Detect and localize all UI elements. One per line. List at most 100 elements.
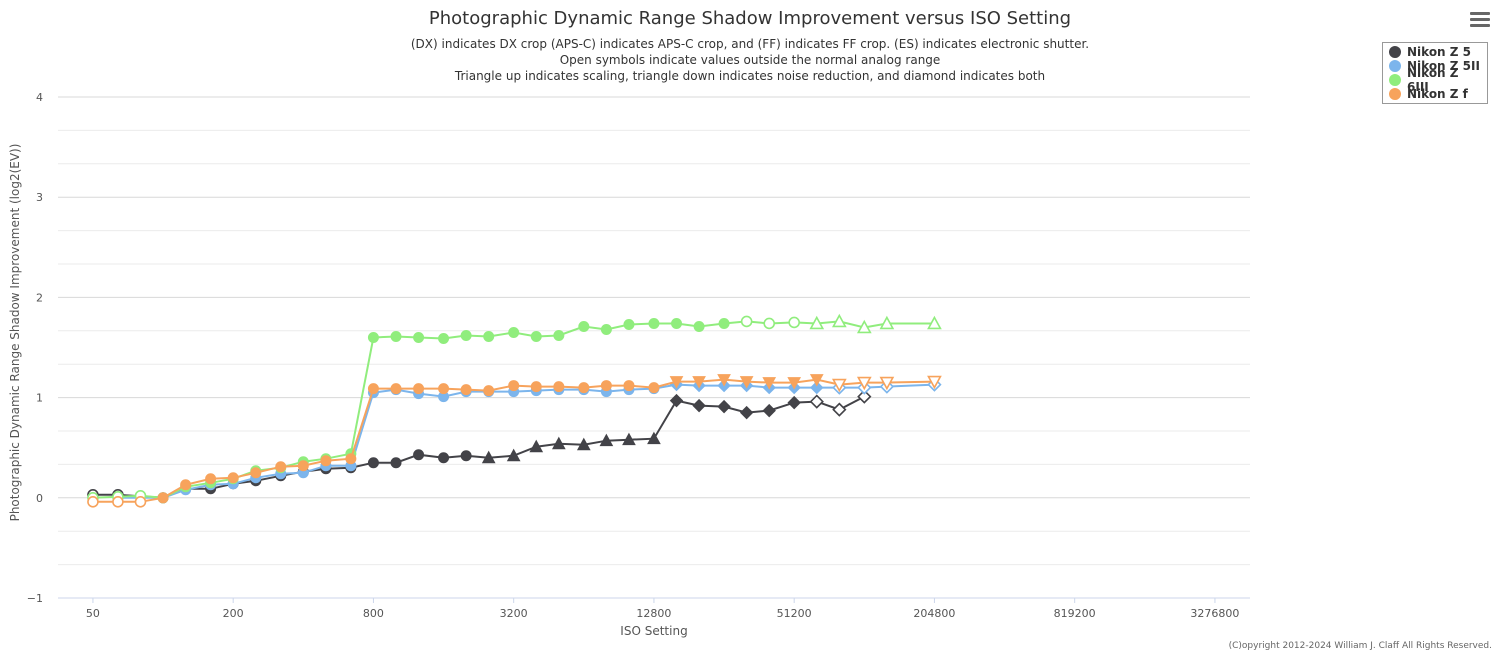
series-line: [117, 383, 935, 499]
data-point-circle: [297, 460, 309, 472]
legend-item-nikon-z-6iii[interactable]: Nikon Z 6III: [1389, 66, 1481, 94]
x-tick-label: 204800: [913, 607, 955, 620]
data-point-circle: [648, 382, 660, 394]
data-point-circle: [530, 330, 542, 342]
data-point-triangle-up: [599, 433, 614, 447]
data-point-diamond: [832, 402, 847, 417]
x-tick-label: 3276800: [1190, 607, 1239, 620]
data-point-circle: [367, 331, 379, 343]
data-point-circle: [740, 315, 753, 328]
data-point-circle: [553, 381, 565, 393]
legend-item-nikon-z-f[interactable]: Nikon Z f: [1389, 87, 1481, 101]
legend-label: Nikon Z 6III: [1407, 66, 1459, 94]
chart-legend: Nikon Z 5 Nikon Z 5II Nikon Z 6III Nikon…: [1382, 42, 1488, 104]
data-point-circle: [367, 457, 379, 469]
data-point-circle: [623, 380, 635, 392]
data-point-circle: [508, 326, 520, 338]
series-nikon-z-6iii: [87, 313, 942, 504]
data-point-circle: [227, 472, 239, 484]
series-line: [92, 320, 935, 499]
data-point-triangle-up: [879, 315, 895, 330]
legend-item-nikon-z-5ii[interactable]: Nikon Z 5II: [1389, 59, 1481, 73]
data-point-triangle-up: [809, 315, 825, 330]
data-point-triangle-down: [739, 376, 754, 389]
legend-marker: [1389, 46, 1401, 58]
data-point-circle: [180, 479, 192, 491]
data-point-circle: [438, 332, 450, 344]
chart-subtitle-2: Open symbols indicate values outside the…: [559, 53, 941, 67]
data-point-circle: [693, 320, 705, 332]
data-point-triangle-down: [856, 376, 872, 391]
data-point-circle: [390, 330, 402, 342]
data-point-circle: [578, 320, 590, 332]
y-tick-label: −1: [27, 592, 43, 605]
data-point-circle: [578, 382, 590, 394]
data-point-circle: [87, 496, 99, 508]
data-point-diamond: [717, 399, 731, 414]
x-tick-label: 3200: [500, 607, 528, 620]
data-point-circle: [553, 329, 565, 341]
data-point-triangle-up: [551, 436, 566, 450]
hamburger-menu-icon[interactable]: [1470, 12, 1490, 30]
data-point-circle: [413, 331, 425, 343]
x-tick-label: 819200: [1054, 607, 1096, 620]
data-point-circle: [460, 384, 472, 396]
data-point-triangle-up: [506, 448, 521, 462]
x-tick-label: 12800: [636, 607, 671, 620]
legend-marker: [1389, 88, 1401, 100]
data-point-circle: [648, 317, 660, 329]
data-point-triangle-down: [692, 376, 706, 389]
data-point-diamond: [739, 405, 754, 420]
gridlines: [58, 96, 1250, 599]
data-point-triangle-up: [856, 319, 872, 334]
data-point-triangle-down: [717, 374, 731, 387]
data-point-triangle-down: [927, 375, 942, 390]
data-point-triangle-down: [787, 377, 802, 390]
data-point-circle: [390, 383, 402, 395]
data-point-diamond: [787, 395, 801, 410]
legend-label: Nikon Z f: [1407, 87, 1468, 101]
x-axis-title: ISO Setting: [620, 624, 687, 638]
data-point-triangle-down: [809, 374, 824, 387]
data-point-triangle-up: [529, 439, 544, 453]
data-point-circle: [320, 455, 332, 467]
data-point-circle: [483, 385, 495, 397]
legend-label: Nikon Z 5II: [1407, 59, 1480, 73]
y-tick-label: 0: [36, 492, 43, 505]
data-point-circle: [460, 329, 472, 341]
data-point-circle: [367, 383, 379, 395]
x-tick-label: 800: [363, 607, 384, 620]
data-point-circle: [112, 496, 124, 508]
data-point-circle: [250, 467, 262, 479]
chart-title: Photographic Dynamic Range Shadow Improv…: [428, 8, 1072, 29]
legend-marker: [1389, 60, 1401, 72]
data-point-circle: [157, 492, 169, 504]
data-point-circle: [205, 473, 217, 485]
y-axis-title: Photographic Dynamic Range Shadow Improv…: [8, 144, 22, 522]
data-point-circle: [600, 380, 612, 392]
data-point-diamond: [857, 389, 872, 404]
data-point-circle: [671, 317, 683, 329]
data-point-diamond: [810, 380, 824, 395]
data-point-triangle-up: [576, 437, 591, 451]
series-nikon-z-f: [87, 374, 942, 508]
data-point-triangle-down: [669, 376, 684, 389]
chart-subtitle-1: (DX) indicates DX crop (APS-C) indicates…: [410, 37, 1090, 51]
chart-subtitle-3: Triangle up indicates scaling, triangle …: [454, 69, 1046, 83]
data-point-triangle-down: [831, 378, 847, 393]
data-point-triangle-up: [927, 315, 942, 330]
data-point-circle: [390, 457, 402, 469]
x-tick-label: 50: [86, 607, 100, 620]
data-point-circle: [275, 461, 287, 473]
y-tick-label: 1: [36, 392, 43, 405]
data-point-diamond: [809, 394, 824, 409]
data-point-circle: [718, 317, 730, 329]
data-point-circle: [508, 380, 520, 392]
y-tick-label: 4: [36, 91, 43, 104]
data-point-circle: [438, 383, 450, 395]
data-point-triangle-up: [481, 450, 496, 464]
data-point-circle: [483, 330, 495, 342]
data-point-circle: [413, 383, 425, 395]
legend-item-nikon-z-5[interactable]: Nikon Z 5: [1389, 45, 1481, 59]
